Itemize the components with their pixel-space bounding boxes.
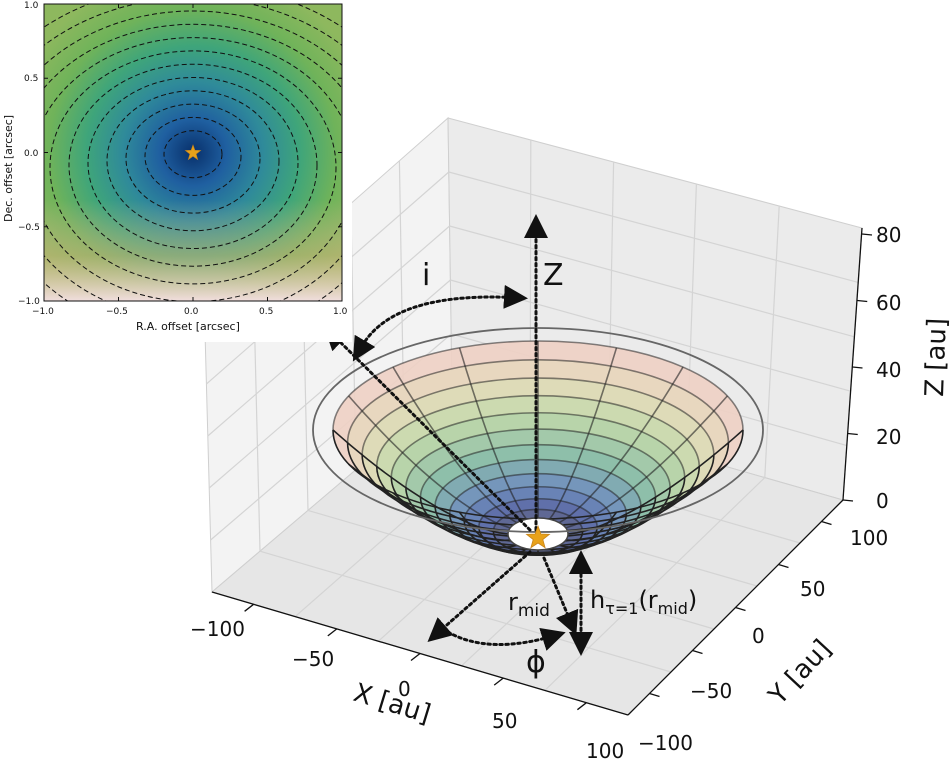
y-tick-label: −100 (638, 731, 693, 755)
surface-ring-back (361, 377, 715, 455)
wall-grid-line (448, 171, 859, 283)
floor-grid-line (259, 550, 672, 673)
x-axis-tick (244, 603, 254, 612)
inset-y-axis-label: Dec. offset [arcsec] (2, 115, 15, 222)
z-axis-tick (857, 299, 868, 303)
inset-panel: −1.0 −0.5 0.0 0.5 1.0 1.0 0.5 0.0 −0.5 −… (0, 0, 352, 342)
y-tick-label: 50 (800, 577, 825, 601)
axis-ticks (244, 233, 873, 711)
inset-y-tick-labels: 1.0 0.5 0.0 −0.5 −1.0 (18, 1, 40, 307)
inset-x-tick-label: −0.5 (106, 307, 128, 317)
inset-x-tick-label: 0.0 (184, 307, 199, 317)
inset-x-axis-label: R.A. offset [arcsec] (136, 320, 240, 333)
r-mid-label: rmid (508, 588, 550, 621)
wall-grid-line (764, 205, 780, 478)
z-axis-tick (847, 432, 858, 436)
y-tick-label: −50 (690, 679, 732, 703)
surface-ring-back (375, 394, 701, 467)
inset-y-tick-label: 0.5 (24, 74, 38, 84)
x-tick-label: 50 (492, 709, 517, 733)
surface-ring-back (390, 411, 686, 478)
radius-arrow (427, 550, 532, 642)
surface-ring-back (463, 485, 613, 522)
y-axis-tick (821, 520, 832, 526)
y-axis-tick (778, 563, 789, 569)
y-axis-tick (649, 692, 660, 698)
x-axis-tick (410, 652, 421, 662)
surface-ring-back (478, 497, 598, 527)
y-axis-tick (692, 649, 703, 655)
surface-ring-back (448, 472, 628, 514)
surface-ring-front (463, 520, 613, 557)
surface-ring-back (332, 340, 744, 431)
x-axis-tick (327, 628, 338, 637)
inset-y-tick-label: −1.0 (18, 297, 40, 307)
inclination-label: i (422, 258, 430, 293)
surface-ring-back (405, 428, 671, 488)
wall-grid-line (449, 225, 855, 338)
z-tick-label: 20 (876, 425, 901, 449)
inset-y-tick-label: −0.5 (18, 223, 40, 233)
y-tick-label: 0 (752, 624, 765, 648)
z-axis-tick (861, 233, 873, 236)
z-tick-label: 40 (876, 358, 901, 382)
surface-ring-back (492, 508, 584, 532)
inset-contour (49, 50, 337, 285)
z-axis-line (842, 227, 863, 501)
inset-image-bottom-tint (44, 200, 342, 301)
x-tick-label: −100 (190, 617, 245, 641)
x-tick-label: −50 (292, 647, 334, 671)
inset-ticks (43, 3, 343, 302)
central-star-icon (525, 524, 551, 549)
inset-y-tick-label: 0.0 (24, 149, 39, 159)
x-axis-tick (493, 677, 504, 686)
x-tick-label: 0 (398, 677, 411, 701)
surface-ring-back (434, 458, 642, 507)
y-tick-label: 100 (850, 526, 888, 550)
annotation-labels: Z i ϕ rmid hτ=1(rmid) (422, 258, 697, 680)
x-tick-label: 100 (586, 739, 624, 760)
y-axis-label: Y [au] (762, 634, 837, 711)
surface-ring-back (346, 359, 730, 443)
height-label: hτ=1(rmid) (590, 586, 697, 618)
inset-x-tick-label: 1.0 (333, 307, 348, 317)
y-axis-tick (735, 606, 746, 612)
z-axis-tick (842, 499, 854, 502)
inset-star-icon (184, 144, 202, 161)
inset-contour (125, 103, 261, 214)
inset-contours (44, 4, 342, 301)
z-tick-label: 0 (876, 489, 889, 513)
z-arrow-label: Z (543, 258, 564, 293)
azimuth-arc-arrow (446, 627, 566, 651)
x-axis-label: X [au] (350, 678, 434, 730)
surface-ring-back (419, 443, 657, 498)
inset-contour (144, 116, 242, 196)
inset-contour (68, 63, 318, 267)
y-tick-labels: −100 −50 0 50 100 (638, 526, 888, 755)
azimuth-label: ϕ (526, 645, 546, 680)
inset-x-tick-label: −1.0 (32, 307, 54, 317)
inset-contour (106, 90, 280, 232)
z-tick-label: 80 (876, 223, 901, 247)
x-axis-tick (577, 702, 587, 711)
x-tick-labels: −100 −50 0 50 100 (190, 617, 624, 760)
z-tick-labels: 0 20 40 60 80 (876, 223, 901, 513)
line-of-sight-arrow (323, 325, 532, 532)
inset-x-tick-label: 0.5 (259, 307, 273, 317)
inset-y-tick-label: 1.0 (24, 1, 39, 11)
inset-contour (87, 77, 299, 249)
inset-x-tick-labels: −1.0 −0.5 0.0 0.5 1.0 (32, 307, 348, 317)
z-axis-label: Z [au] (920, 317, 950, 397)
inclination-arc-arrow (352, 284, 528, 362)
z-axis-tick (852, 366, 863, 369)
annotations (323, 214, 593, 656)
z-tick-label: 60 (876, 291, 901, 315)
inset-contour (163, 130, 223, 179)
inset-contour (44, 10, 342, 301)
